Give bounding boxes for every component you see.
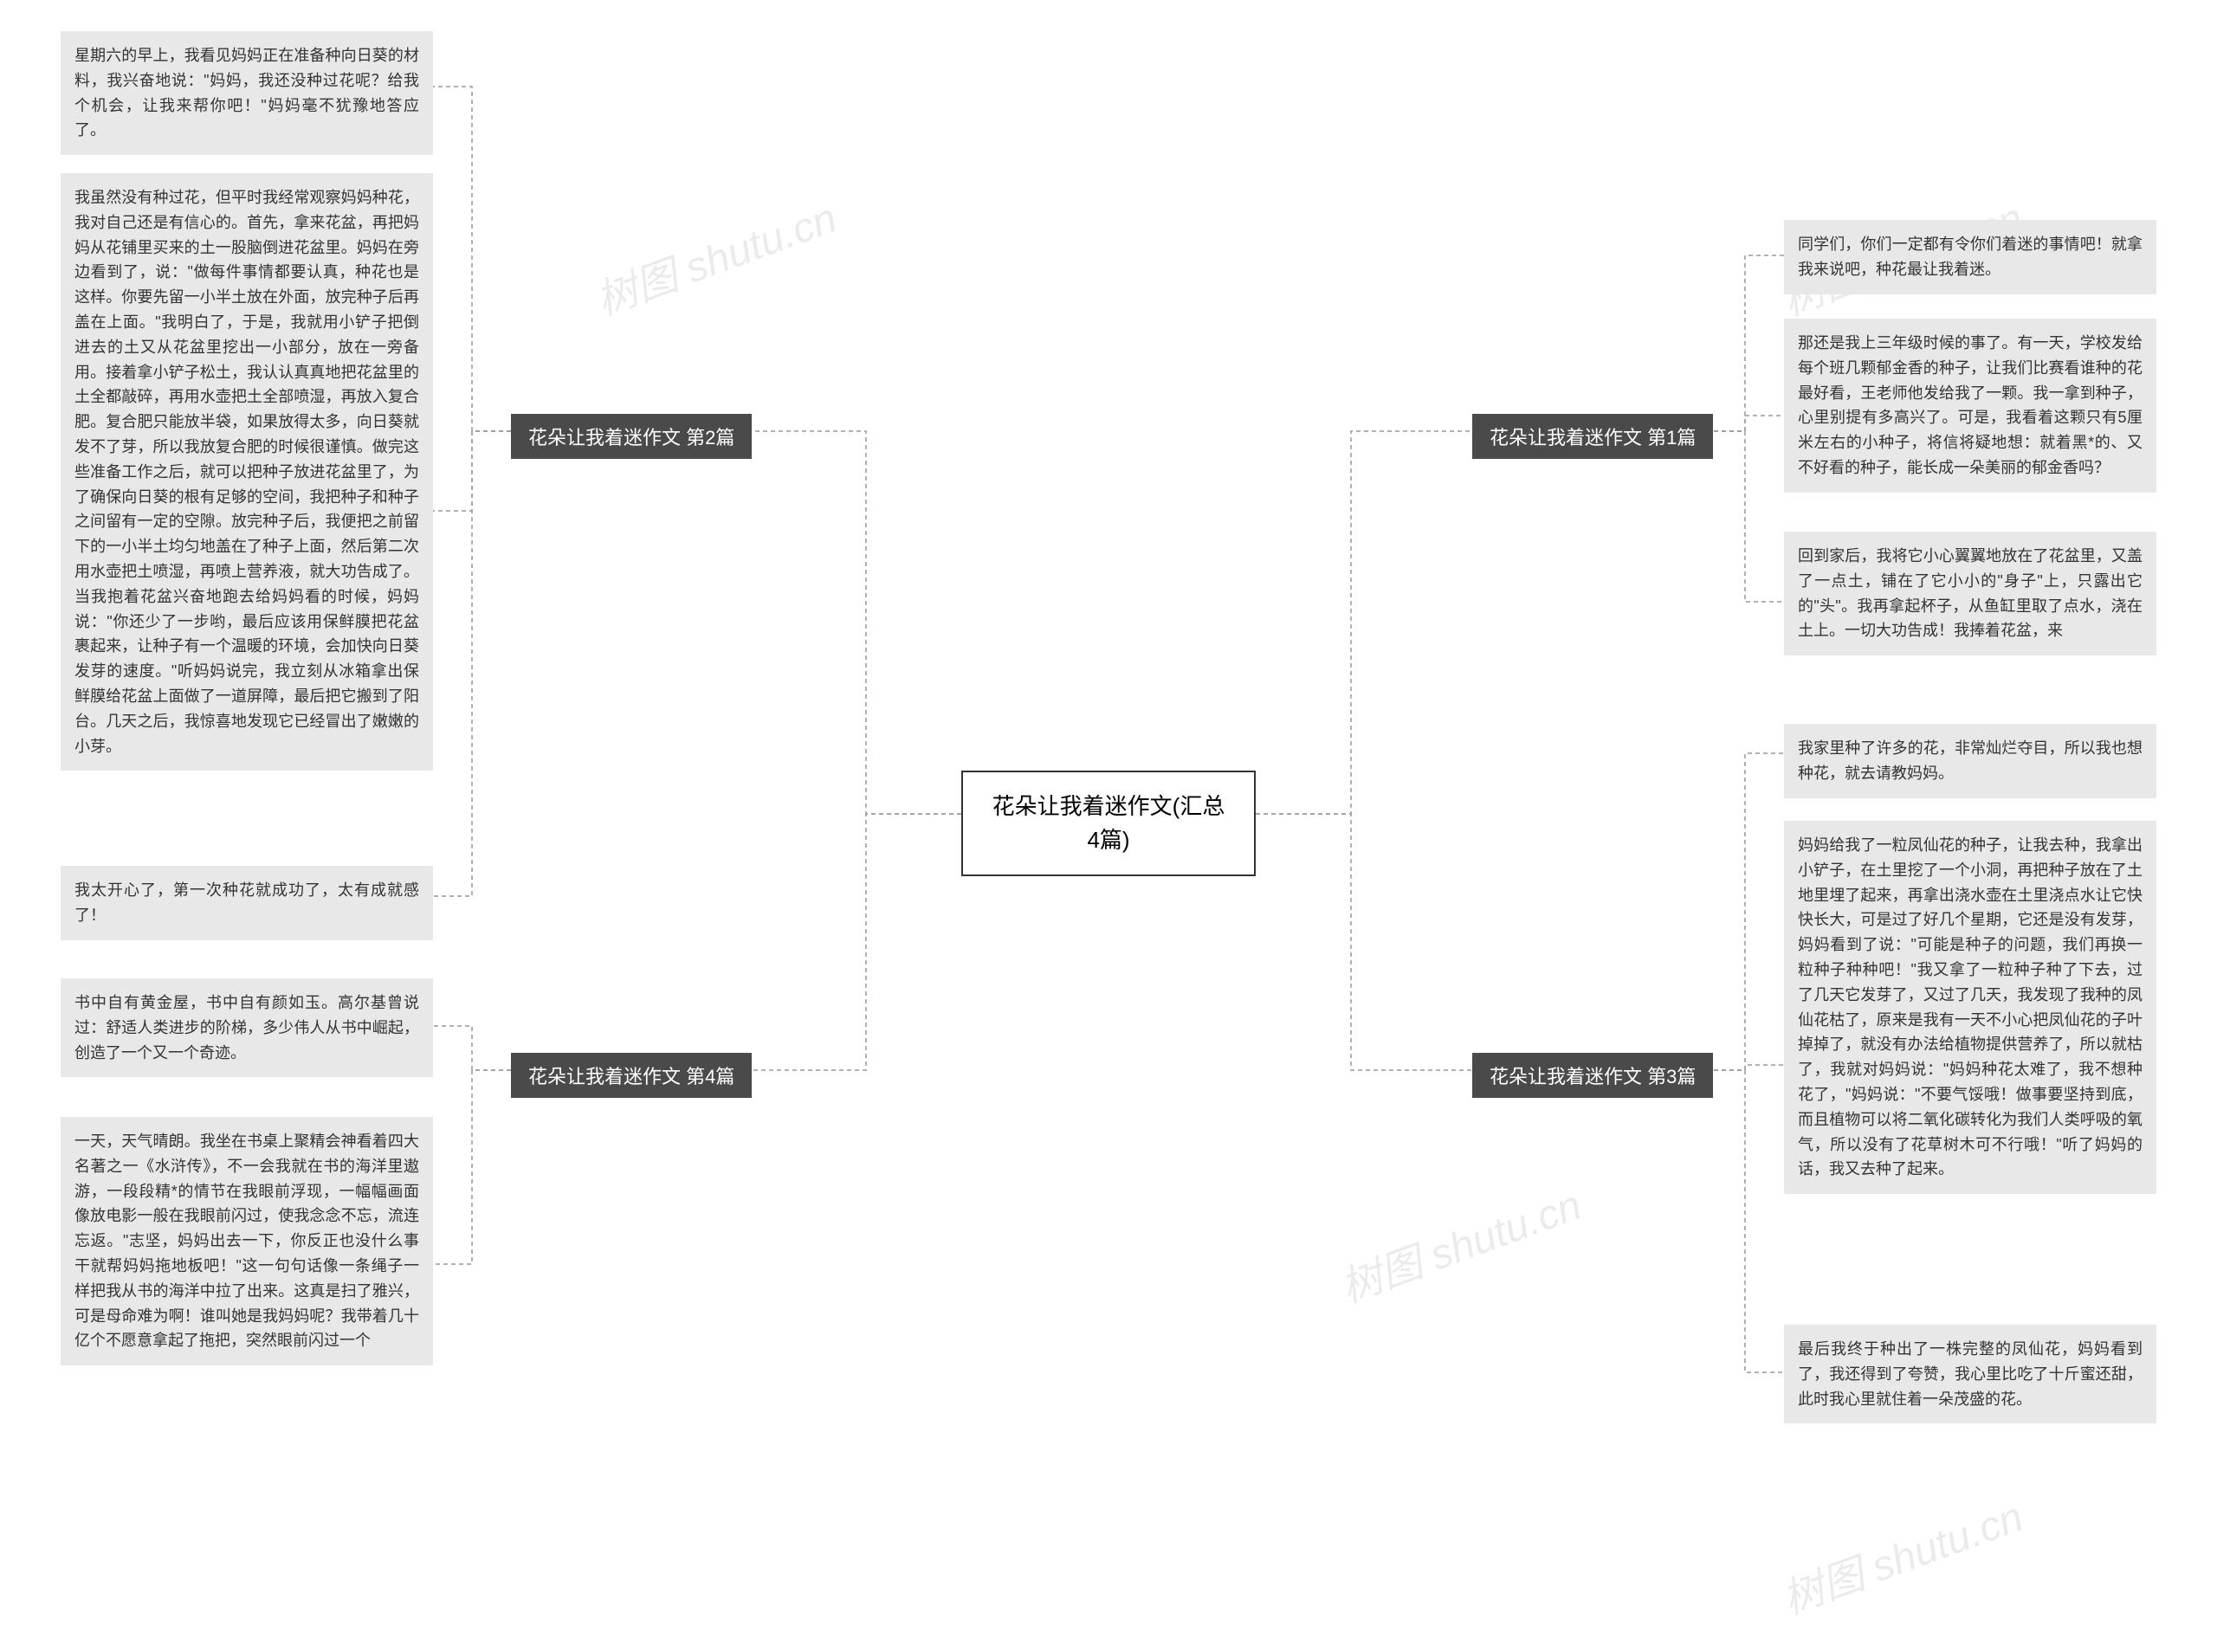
leaf-node: 书中自有黄金屋，书中自有颜如玉。高尔基曾说过：舒适人类进步的阶梯，多少伟人从书中… bbox=[61, 978, 433, 1077]
watermark: 树图 shutu.cn bbox=[1773, 1482, 2030, 1625]
branch-node-1: 花朵让我着迷作文 第1篇 bbox=[1472, 414, 1713, 459]
branch-node-3: 花朵让我着迷作文 第3篇 bbox=[1472, 1053, 1713, 1098]
leaf-node: 回到家后，我将它小心翼翼地放在了花盆里，又盖了一点土，铺在了它小小的"身子"上，… bbox=[1784, 532, 2156, 655]
leaf-node: 我虽然没有种过花，但平时我经常观察妈妈种花，我对自己还是有信心的。首先，拿来花盆… bbox=[61, 173, 433, 771]
center-node: 花朵让我着迷作文(汇总4篇) bbox=[961, 771, 1256, 876]
leaf-node: 最后我终于种出了一株完整的凤仙花，妈妈看到了，我还得到了夸赞，我心里比吃了十斤蜜… bbox=[1784, 1325, 2156, 1423]
leaf-node: 妈妈给我了一粒凤仙花的种子，让我去种，我拿出小铲子，在土里挖了一个小洞，再把种子… bbox=[1784, 821, 2156, 1194]
leaf-node: 我家里种了许多的花，非常灿烂夺目，所以我也想种花，就去请教妈妈。 bbox=[1784, 724, 2156, 798]
leaf-node: 同学们，你们一定都有令你们着迷的事情吧！就拿我来说吧，种花最让我着迷。 bbox=[1784, 220, 2156, 294]
branch-node-2: 花朵让我着迷作文 第2篇 bbox=[511, 414, 752, 459]
watermark: 树图 shutu.cn bbox=[1331, 1171, 1588, 1313]
watermark: 树图 shutu.cn bbox=[586, 184, 843, 326]
branch-node-4: 花朵让我着迷作文 第4篇 bbox=[511, 1053, 752, 1098]
leaf-node: 那还是我上三年级时候的事了。有一天，学校发给每个班几颗郁金香的种子，让我们比赛看… bbox=[1784, 319, 2156, 493]
leaf-node: 我太开心了，第一次种花就成功了，太有成就感了！ bbox=[61, 866, 433, 940]
leaf-node: 一天，天气晴朗。我坐在书桌上聚精会神看着四大名著之一《水浒传》，不一会我就在书的… bbox=[61, 1117, 433, 1365]
leaf-node: 星期六的早上，我看见妈妈正在准备种向日葵的材料，我兴奋地说："妈妈，我还没种过花… bbox=[61, 31, 433, 155]
